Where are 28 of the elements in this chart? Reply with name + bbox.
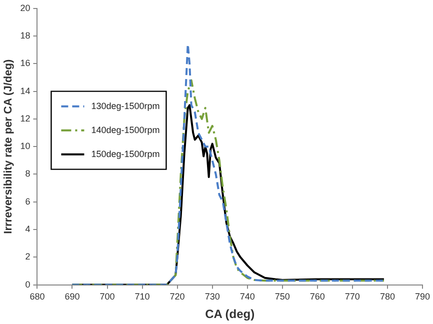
x-tick-label: 790 [414, 292, 430, 302]
x-tick-label: 770 [344, 292, 360, 302]
y-tick-label: 10 [20, 141, 30, 152]
x-tick-label: 700 [100, 292, 115, 302]
x-tick-label: 720 [170, 292, 185, 302]
legend-label: 140deg-1500rpm [91, 124, 160, 135]
y-tick-label: 0 [25, 279, 30, 290]
y-axis-title: Irrreversibility rate per CA (J/deg) [2, 59, 15, 234]
x-tick-label: 710 [134, 292, 150, 302]
y-tick-label: 4 [25, 224, 30, 234]
y-tick-label: 12 [20, 113, 30, 124]
x-tick-label: 750 [274, 292, 290, 302]
y-tick-label: 2 [25, 252, 30, 262]
y-tick-label: 16 [20, 58, 30, 68]
legend-label: 130deg-1500rpm [91, 100, 160, 111]
x-tick-label: 740 [240, 292, 255, 302]
x-tick-label: 730 [204, 292, 220, 302]
x-tick-label: 680 [30, 292, 45, 302]
y-tick-label: 18 [20, 30, 30, 41]
y-tick-label: 14 [20, 86, 30, 96]
y-tick-label: 20 [20, 2, 30, 13]
x-tick-label: 780 [380, 292, 395, 302]
y-tick-label: 8 [25, 168, 30, 179]
x-tick-label: 760 [310, 292, 325, 302]
legend-label: 150deg-1500rpm [91, 148, 160, 159]
x-axis-title: CA (deg) [205, 307, 255, 322]
x-tick-label: 690 [64, 292, 80, 302]
y-tick-label: 6 [25, 196, 30, 206]
